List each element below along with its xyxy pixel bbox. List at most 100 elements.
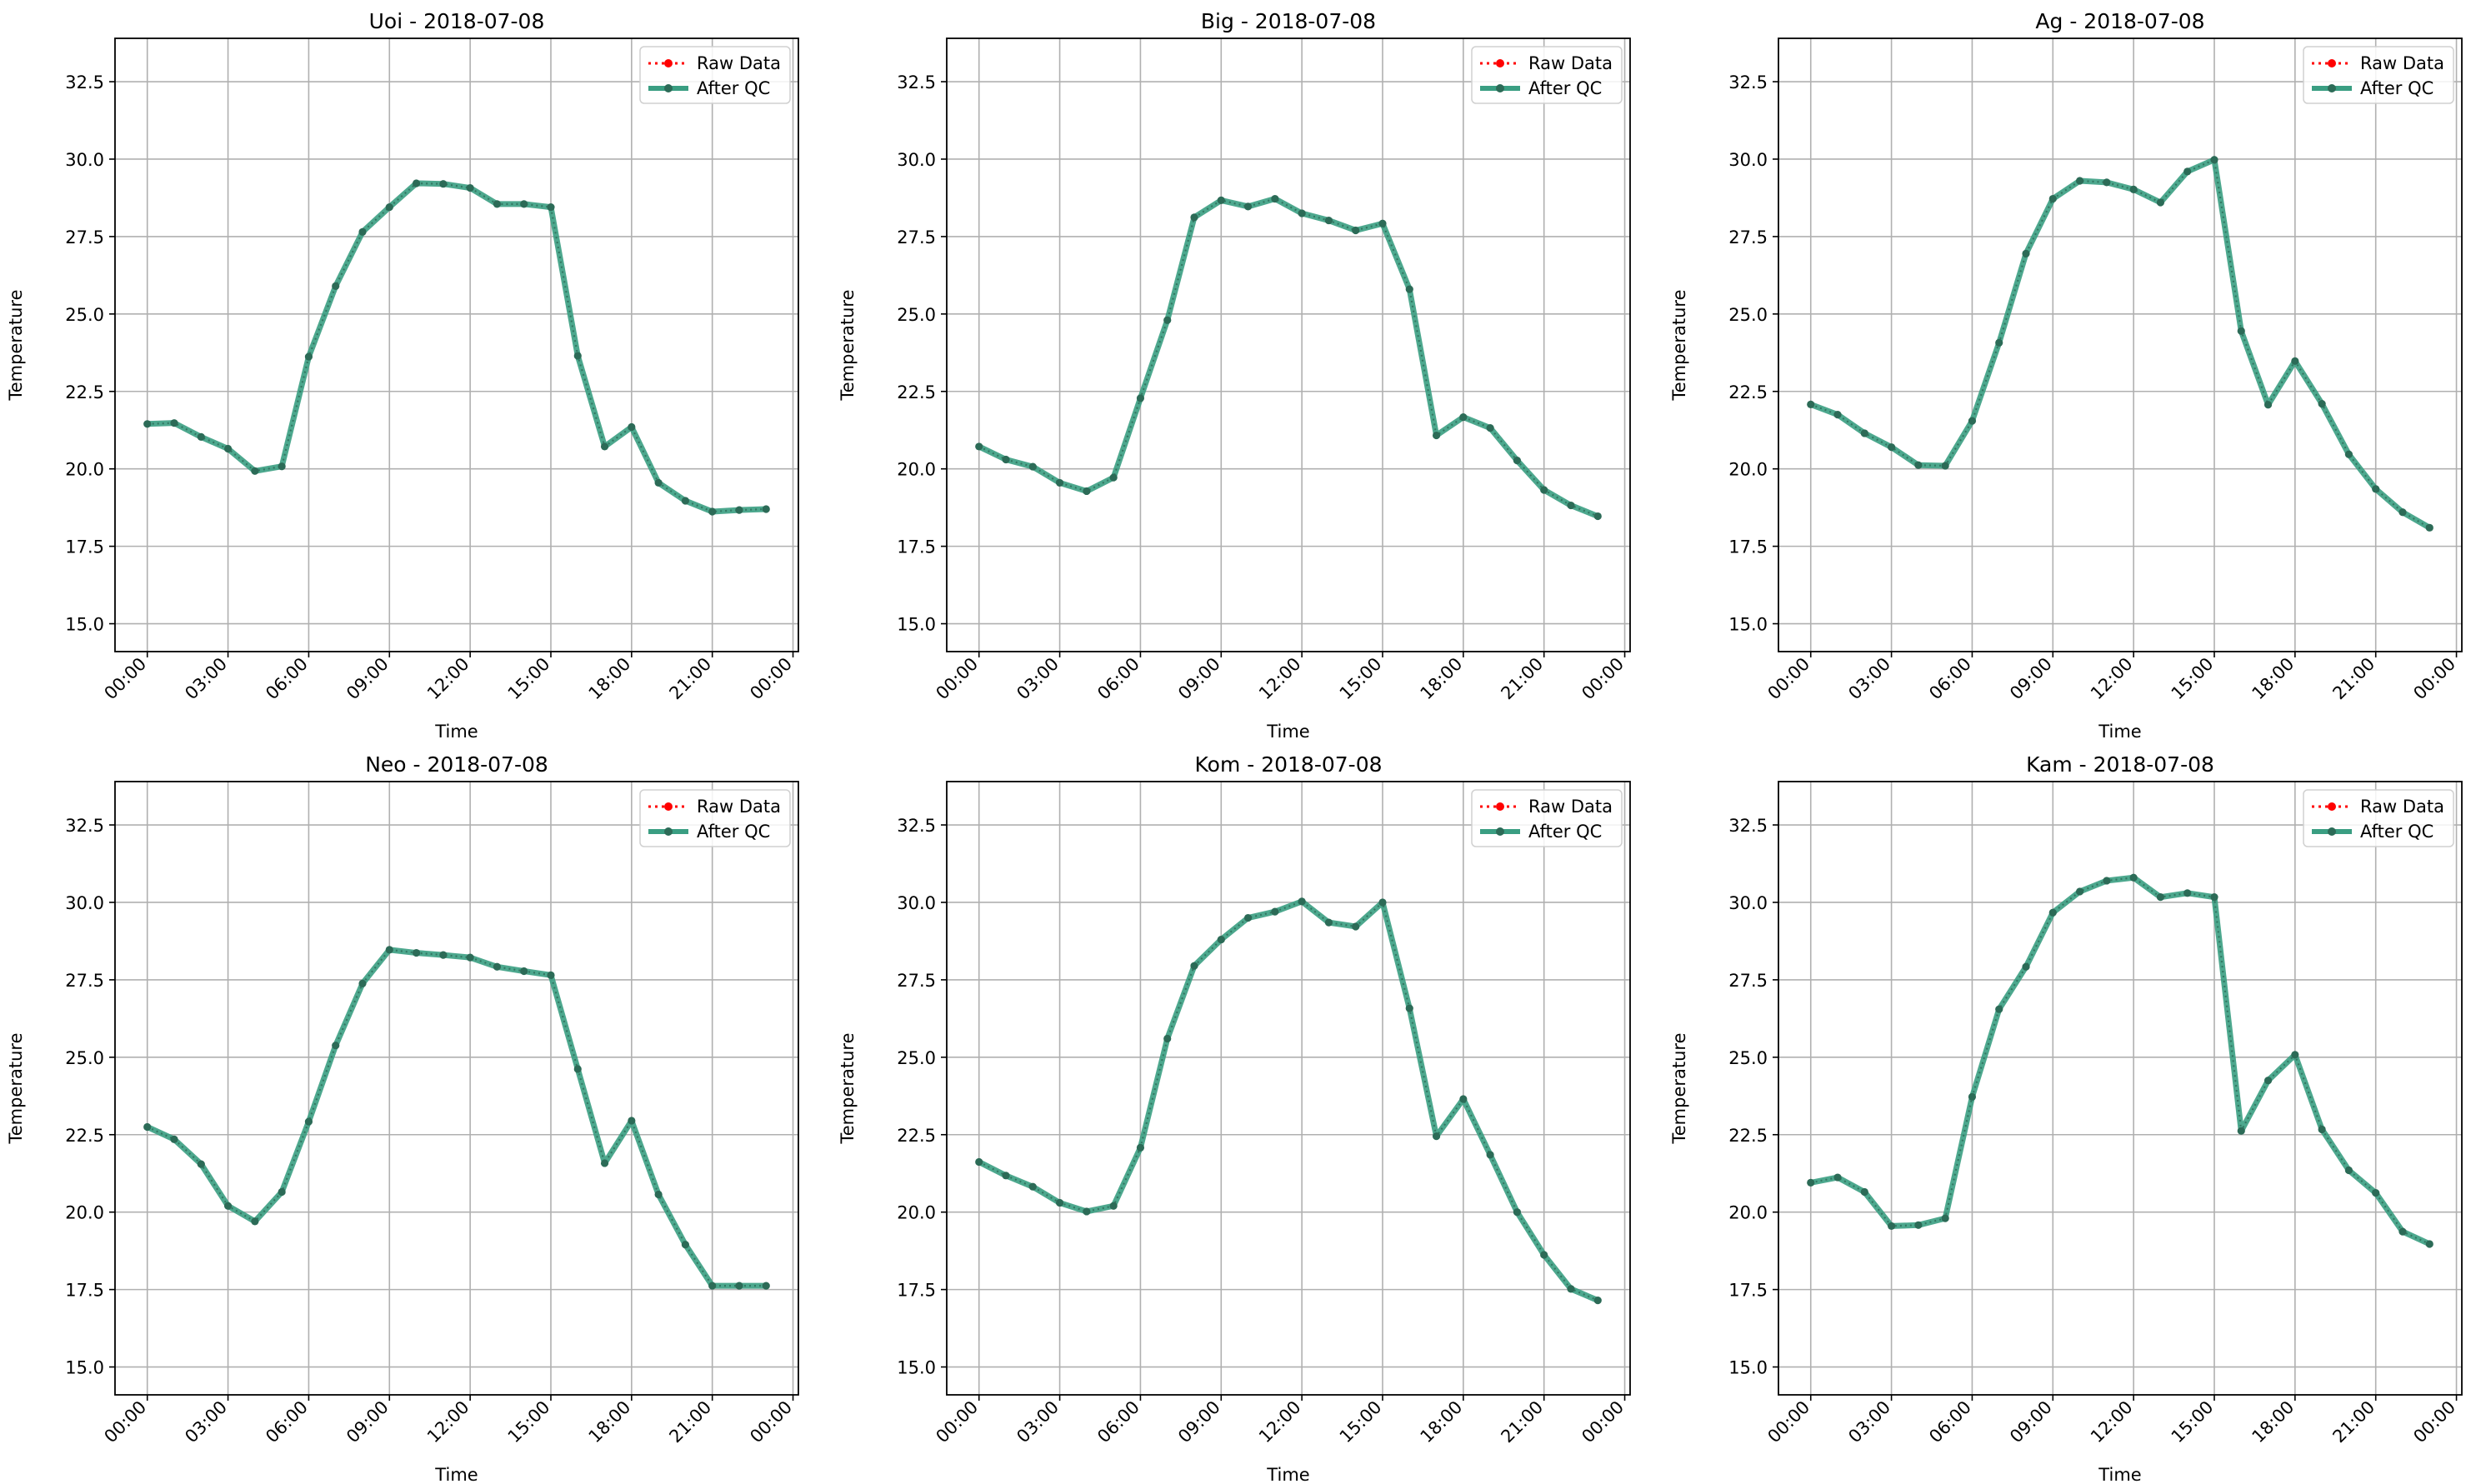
x-tick-label: 00:00 [746, 654, 796, 704]
y-tick-label: 20.0 [1728, 1203, 1768, 1223]
legend-raw-marker [664, 802, 673, 811]
data-point-after-qc [466, 953, 474, 962]
x-tick-label: 18:00 [2248, 654, 2298, 704]
data-point-after-qc [2344, 450, 2353, 458]
legend-label-after-qc: After QC [2360, 822, 2433, 842]
y-tick-label: 27.5 [897, 227, 936, 247]
y-tick-label: 15.0 [1728, 1358, 1768, 1378]
x-axis-label: Time [1266, 722, 1309, 742]
data-point-after-qc [1914, 1221, 1923, 1229]
chart-panel-5: 15.0 17.5 20.0 22.5 25.0 27.5 30.0 32.5 00:00 03:… [1669, 752, 2463, 1484]
y-tick-label: 27.5 [65, 227, 104, 247]
chart-title: Kam - 2018-07-08 [2026, 752, 2214, 777]
chart-title: Big - 2018-07-08 [1201, 9, 1376, 33]
chart-title: Uoi - 2018-07-08 [369, 9, 545, 33]
x-tick-label: 09:00 [343, 654, 393, 704]
x-tick-label: 15:00 [1336, 1397, 1386, 1447]
data-point-after-qc [1860, 1187, 1868, 1197]
y-tick-label: 32.5 [1728, 816, 1768, 836]
data-point-after-qc [2263, 401, 2273, 409]
legend-raw-marker [2328, 59, 2336, 67]
legend: Raw Data After QC [2303, 46, 2454, 104]
data-point-after-qc [1459, 413, 1468, 422]
x-tick-label: 15:00 [504, 654, 554, 704]
data-point-after-qc [2210, 156, 2218, 164]
x-axis-label: Time [2098, 722, 2141, 742]
x-tick-label: 12:00 [1255, 1397, 1305, 1447]
y-tick-label: 27.5 [1728, 971, 1768, 991]
data-point-after-qc [1432, 431, 1441, 440]
y-axis-label: Temperature [838, 1032, 858, 1144]
y-tick-label: 30.0 [897, 150, 936, 170]
data-point-after-qc [493, 962, 502, 971]
y-tick-label: 30.0 [1728, 893, 1768, 913]
y-tick-label: 27.5 [897, 971, 936, 991]
data-point-after-qc [2048, 908, 2057, 917]
data-point-after-qc [1271, 194, 1279, 203]
legend-qc-marker [1496, 84, 1504, 92]
x-tick-label: 03:00 [1844, 1397, 1894, 1447]
data-point-after-qc [1540, 1251, 1548, 1259]
data-point-after-qc [762, 505, 770, 513]
legend: Raw Data After QC [1471, 46, 1623, 104]
x-tick-label: 06:00 [1093, 1397, 1143, 1447]
legend-qc-marker [664, 827, 673, 836]
y-tick-label: 20.0 [65, 460, 104, 480]
x-tick-label: 21:00 [2328, 654, 2378, 704]
legend: Raw Data After QC [639, 46, 791, 104]
data-point-after-qc [1002, 455, 1010, 464]
data-point-after-qc [1405, 285, 1413, 293]
y-axis-label: Temperature [6, 1032, 26, 1144]
x-tick-label: 09:00 [2006, 1397, 2056, 1447]
x-tick-label: 09:00 [1174, 1397, 1224, 1447]
data-point-after-qc [547, 202, 555, 212]
x-tick-label: 12:00 [423, 654, 473, 704]
series-line-raw-data [1810, 877, 2430, 1245]
plot-frame [1778, 37, 2463, 652]
y-tick-label: 22.5 [1728, 382, 1768, 402]
data-point-after-qc [304, 1117, 313, 1126]
y-tick-label: 32.5 [65, 816, 104, 836]
x-tick-label: 03:00 [1844, 654, 1894, 704]
y-tick-label: 22.5 [897, 1126, 936, 1146]
chart-title: Kom - 2018-07-08 [1195, 752, 1383, 777]
data-point-after-qc [1833, 411, 1842, 419]
data-point-after-qc [1459, 1095, 1468, 1103]
chart-panel-3: 15.0 17.5 20.0 22.5 25.0 27.5 30.0 32.5 00:00 03:… [6, 752, 799, 1484]
series-line-raw-data [1810, 158, 2430, 529]
x-tick-label: 18:00 [2248, 1397, 2298, 1447]
chart-panel-4: 15.0 17.5 20.0 22.5 25.0 27.5 30.0 32.5 00:00 03:… [838, 752, 1631, 1484]
y-tick-label: 17.5 [897, 1281, 936, 1301]
plot-frame [946, 37, 1631, 652]
x-tick-label: 09:00 [2006, 654, 2056, 704]
data-point-after-qc [278, 462, 286, 471]
plot-frame [114, 781, 799, 1396]
y-tick-label: 25.0 [1728, 305, 1768, 325]
data-point-after-qc [1486, 1151, 1494, 1159]
y-tick-label: 20.0 [897, 1203, 936, 1223]
x-axis-label: Time [434, 1465, 478, 1484]
data-point-after-qc [1486, 424, 1494, 432]
legend: Raw Data After QC [639, 789, 791, 847]
x-tick-label: 12:00 [2087, 1397, 2137, 1447]
data-point-after-qc [2156, 198, 2165, 207]
legend-label-after-qc: After QC [697, 78, 770, 98]
x-tick-label: 15:00 [2168, 654, 2218, 704]
data-point-after-qc [654, 1190, 663, 1199]
data-point-after-qc [681, 1241, 690, 1249]
x-tick-label: 06:00 [262, 1397, 312, 1447]
x-tick-label: 00:00 [1764, 654, 1814, 704]
data-point-after-qc [762, 1282, 770, 1290]
y-tick-label: 25.0 [897, 1048, 936, 1068]
series-line-raw-data [978, 197, 1598, 517]
chart-panel-1: 15.0 17.5 20.0 22.5 25.0 27.5 30.0 32.5 00:00 03:… [838, 9, 1631, 742]
x-axis-label: Time [1266, 1465, 1309, 1484]
y-axis-label: Temperature [1669, 289, 1689, 401]
data-point-after-qc [708, 507, 717, 516]
x-tick-label: 00:00 [101, 1397, 151, 1447]
y-tick-label: 32.5 [897, 72, 936, 92]
legend-raw-marker [664, 59, 673, 67]
data-point-after-qc [2263, 1077, 2273, 1085]
y-tick-label: 25.0 [897, 305, 936, 325]
